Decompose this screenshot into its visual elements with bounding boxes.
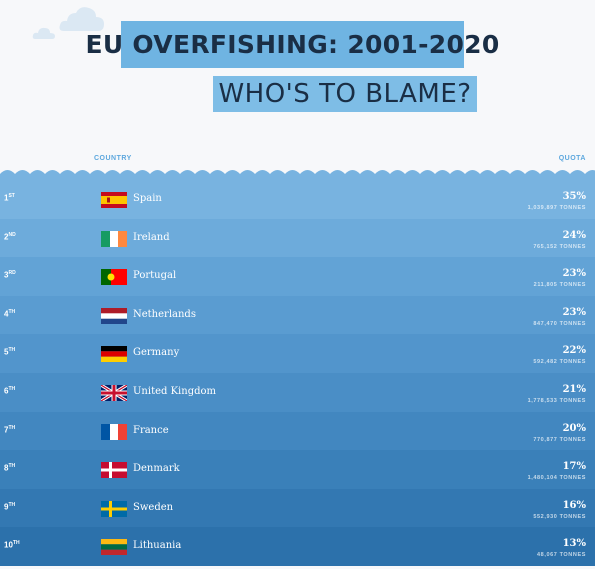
quota-percent: 20% (562, 422, 586, 434)
spain-flag-icon (101, 192, 127, 208)
ireland-flag-icon (101, 230, 127, 247)
sweden-flag-icon (101, 500, 127, 517)
rank-label: 10TH (4, 540, 20, 550)
quota-tonnes: 847,470 TONNES (533, 320, 586, 327)
table-row: 3RD Portugal 23% 211,805 TONNES (0, 257, 595, 296)
rank-label: 5TH (4, 347, 16, 358)
quota-tonnes: 552,930 TONNES (533, 513, 586, 520)
country-name: Ireland (133, 231, 170, 243)
uk-flag-icon (101, 384, 127, 401)
country-name: Denmark (133, 463, 180, 475)
cloud-small-icon (32, 27, 55, 39)
netherlands-flag-icon (101, 307, 127, 324)
page-subtitle: WHO'S TO BLAME? (213, 76, 477, 112)
country-column-header: COUNTRY (94, 155, 132, 162)
title-area: EU OVERFISHING: 2001-2020 WHO'S TO BLAME… (0, 0, 595, 160)
quota-tonnes: 1,480,104 TONNES (527, 475, 586, 482)
quota-percent: 21% (562, 383, 586, 395)
quota-percent: 16% (562, 499, 586, 511)
quota-tonnes: 1,039,897 TONNES (527, 205, 586, 211)
cloud-large-icon (59, 7, 104, 31)
quota-tonnes: 765,152 TONNES (533, 243, 586, 250)
quota-percent: 23% (562, 306, 586, 318)
table-row: 9TH Sweden 16% 552,930 TONNES (0, 488, 595, 528)
table-row: 8TH Denmark 17% 1,480,104 TONNES (0, 450, 595, 489)
quota-table: 1ST Spain 35% 1,039,897 TONNES 2ND Ireland 24%… (0, 180, 595, 566)
quota-percent: 13% (562, 538, 586, 550)
wave-border (0, 166, 595, 182)
table-row: 5TH Germany 22% 592,482 TONNES (0, 334, 595, 373)
quota-percent: 17% (562, 461, 586, 473)
denmark-flag-icon (101, 462, 127, 479)
table-row: 2ND Ireland 24% 765,152 TONNES (0, 218, 595, 258)
rank-label: 3RD (4, 270, 16, 280)
page-title: EU OVERFISHING: 2001-2020 (85, 21, 499, 68)
quota-percent: 24% (562, 229, 586, 241)
country-name: Sweden (133, 501, 174, 513)
quota-tonnes: 592,482 TONNES (533, 359, 586, 366)
table-row: 7TH France 20% 770,877 TONNES (0, 411, 595, 451)
table-row: 1ST Spain 35% 1,039,897 TONNES (0, 180, 595, 219)
quota-tonnes: 211,805 TONNES (533, 282, 586, 289)
rank-label: 8TH (4, 463, 16, 473)
quota-percent: 22% (562, 345, 586, 357)
country-name: Lithuania (133, 540, 182, 552)
rank-label: 1ST (4, 193, 15, 203)
country-name: Portugal (133, 270, 177, 282)
country-name: Germany (133, 347, 180, 359)
portugal-flag-icon (101, 269, 127, 286)
table-row: 4TH Netherlands 23% 847,470 TONNES (0, 295, 595, 335)
country-name: United Kingdom (133, 385, 216, 397)
quota-tonnes: 1,778,533 TONNES (527, 397, 586, 404)
quota-column-header: QUOTA (558, 155, 586, 162)
france-flag-icon (101, 423, 127, 440)
table-row: 6TH United Kingdom 21% 1,778,533 TONNES (0, 372, 595, 412)
rank-label: 4TH (4, 308, 16, 319)
lithuania-flag-icon (101, 539, 127, 556)
table-row: 10TH Lithuania 13% 48,067 TONNES (0, 527, 595, 566)
country-name: France (133, 424, 169, 436)
quota-tonnes: 48,067 TONNES (537, 552, 586, 559)
rank-label: 6TH (4, 385, 16, 396)
quota-tonnes: 770,877 TONNES (533, 436, 586, 443)
country-name: Spain (133, 193, 162, 204)
germany-flag-icon (101, 346, 127, 363)
rank-label: 9TH (4, 501, 16, 512)
rank-label: 7TH (4, 424, 16, 435)
rank-label: 2ND (4, 231, 16, 242)
country-name: Netherlands (133, 308, 196, 320)
quota-percent: 23% (562, 268, 586, 280)
quota-percent: 35% (562, 191, 586, 202)
